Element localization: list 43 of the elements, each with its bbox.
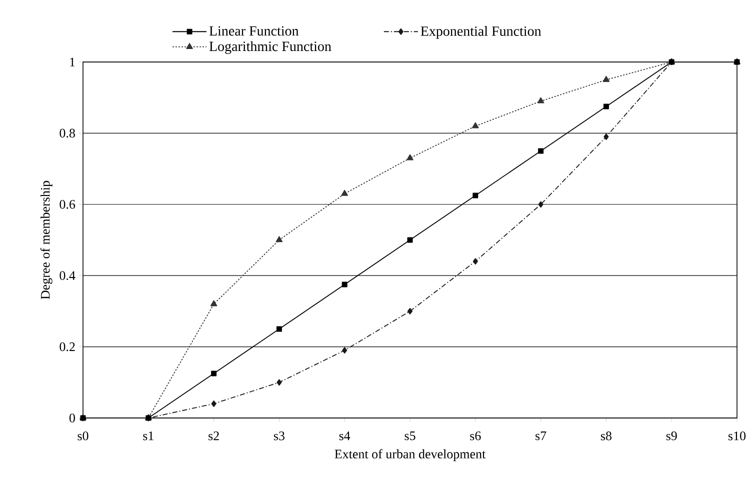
point	[210, 300, 218, 306]
y-tick-label: 0.4	[60, 271, 76, 280]
point	[211, 370, 217, 376]
point	[537, 97, 544, 104]
point	[604, 134, 609, 140]
x-tick-label: s6	[470, 432, 481, 440]
point	[406, 154, 414, 160]
point	[407, 237, 413, 243]
y-tick-label: 0	[69, 414, 75, 422]
point	[342, 282, 348, 288]
y-tick-label: 1	[70, 58, 75, 66]
point	[276, 326, 282, 332]
x-tick-label: s8	[600, 432, 612, 440]
point	[276, 236, 283, 242]
point	[342, 347, 348, 354]
point	[276, 379, 282, 386]
point	[538, 148, 544, 154]
legend-label: Linear Function	[209, 26, 299, 36]
point	[472, 122, 479, 128]
point	[211, 400, 216, 407]
x-tick-label: s7	[536, 432, 546, 440]
point	[603, 104, 609, 110]
y-axis-title: Degree of membership	[40, 180, 52, 300]
legend-label: Logarithmic Function	[209, 41, 332, 54]
point	[407, 308, 413, 314]
point	[472, 192, 478, 198]
point	[341, 190, 348, 196]
x-tick-label: s9	[666, 432, 677, 440]
y-tick-label: 0.6	[60, 200, 76, 209]
x-tick-label: s3	[274, 432, 284, 440]
point	[602, 76, 610, 82]
point	[538, 201, 544, 208]
x-tick-label: s10	[728, 432, 746, 440]
y-tick-label: 0.8	[60, 128, 75, 138]
x-tick-label: s5	[404, 432, 416, 440]
point	[472, 258, 478, 265]
y-tick-label: 0.2	[60, 342, 75, 352]
legend-label: Exponential Function	[420, 26, 542, 39]
x-tick-label: s2	[208, 432, 219, 440]
x-axis-title: Extent of urban development	[334, 449, 486, 462]
x-tick-label: s1	[143, 432, 154, 440]
x-tick-label: s4	[339, 432, 350, 440]
x-tick-label: s0	[78, 432, 88, 440]
